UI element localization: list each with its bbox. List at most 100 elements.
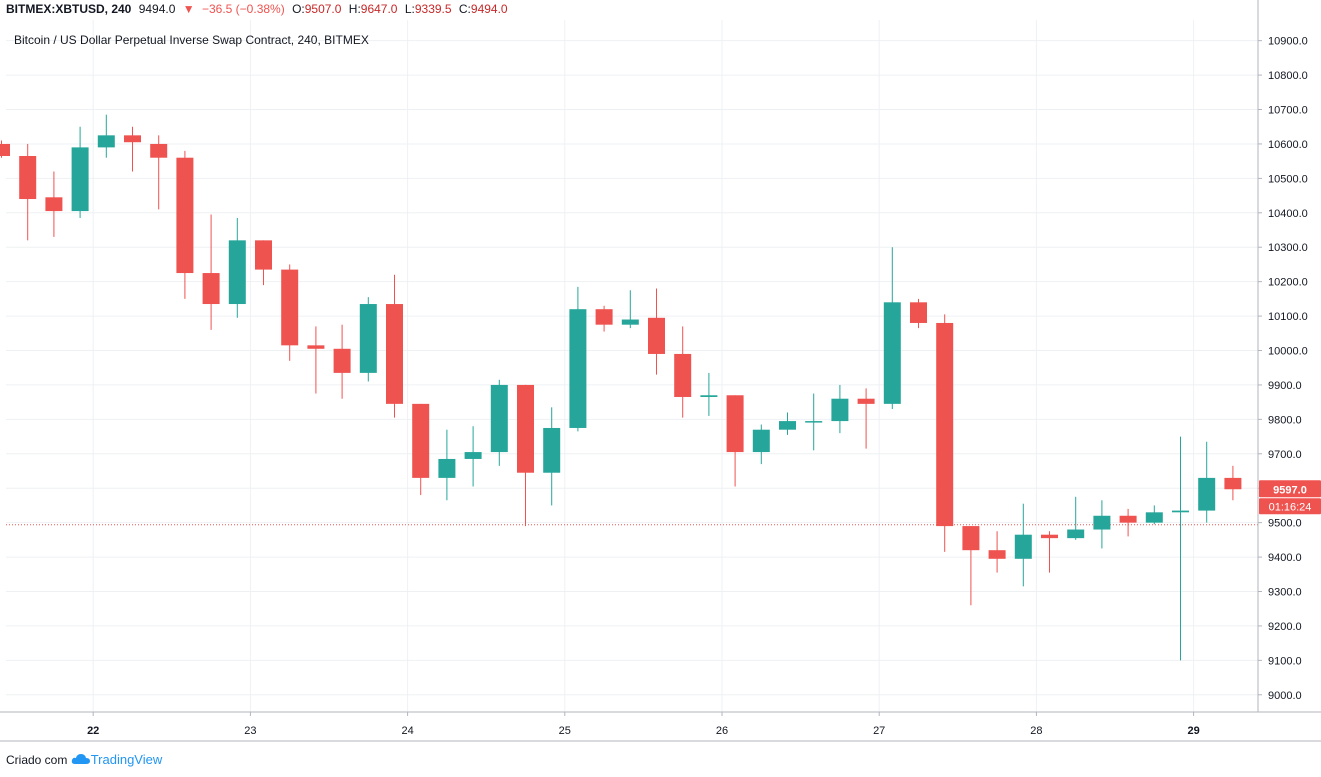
candle (71, 126, 89, 218)
candle-body (1119, 515, 1137, 523)
x-tick-label: 27 (873, 725, 885, 737)
candle-body (595, 309, 613, 325)
candle-body (45, 197, 63, 212)
criado-label: Criado com (6, 753, 68, 767)
candle (281, 264, 299, 361)
candle (569, 286, 587, 432)
x-tick-label: 23 (244, 725, 256, 737)
candle-body (1067, 529, 1085, 539)
candle (1145, 505, 1163, 525)
y-tick-label: 9000.0 (1268, 690, 1302, 702)
candle-body (464, 452, 482, 459)
candle-body (438, 458, 456, 478)
candle (726, 395, 744, 487)
candle (700, 372, 718, 416)
candle-body (779, 421, 796, 430)
y-tick-label: 9900.0 (1268, 380, 1302, 392)
candle-body (202, 273, 220, 305)
candle-body (543, 427, 561, 473)
grid-lines (6, 20, 1258, 712)
candle-body (621, 319, 639, 325)
candle-body (936, 322, 954, 527)
candle-body (19, 155, 37, 200)
candle (883, 247, 901, 410)
candle-body (333, 348, 351, 373)
candle (45, 171, 63, 237)
candle-body (517, 384, 534, 473)
candle-body (359, 304, 377, 373)
candle-body (176, 157, 194, 274)
candle-body (805, 421, 823, 423)
x-axis-ticks[interactable]: 22 23 24 25 26 27 28 29 (87, 712, 1200, 737)
symbol-label: BITMEX:XBTUSD, 240 (6, 2, 132, 16)
y-tick-label: 9500.0 (1268, 518, 1302, 530)
candle (307, 326, 325, 394)
candle (202, 214, 220, 330)
candle (752, 424, 770, 465)
candle (386, 274, 403, 418)
candle-body (281, 269, 299, 346)
y-tick-label: 9100.0 (1268, 655, 1302, 667)
open-label: O: (292, 2, 305, 16)
x-tick-label: 28 (1030, 725, 1042, 737)
ohlc-close: C:9494.0 (459, 2, 508, 16)
candle (150, 135, 168, 210)
footer-credit: Criado com TradingView (6, 752, 162, 768)
candle (962, 526, 980, 606)
candle (0, 140, 10, 158)
candle-body (752, 429, 770, 453)
candle (1172, 436, 1189, 661)
candle-body (1093, 515, 1111, 530)
close-label: C: (458, 2, 471, 16)
candle-body (883, 302, 901, 404)
current-price-label: 9597.0 (1273, 484, 1307, 496)
y-axis-ticks[interactable]: 9000.09100.09200.09300.09400.09500.09600… (1258, 36, 1308, 702)
high-label: H: (348, 2, 361, 16)
candle-body (910, 302, 927, 323)
candle-body (857, 398, 875, 404)
candle-body (307, 345, 325, 349)
x-tick-label: 29 (1187, 725, 1199, 737)
high-value: 9647.0 (360, 2, 398, 16)
tradingview-brand: TradingView (90, 752, 163, 767)
candle-body (648, 317, 665, 354)
candle (1067, 496, 1085, 540)
price-badges: 9597.0 01:16:24 (1259, 480, 1321, 515)
candle (831, 384, 849, 434)
candle-body (962, 526, 980, 551)
candle-body (988, 550, 1006, 559)
candle (674, 326, 692, 418)
candle (255, 240, 272, 286)
y-tick-label: 10000.0 (1268, 346, 1308, 358)
chart-title: Bitcoin / US Dollar Perpetual Inverse Sw… (14, 33, 369, 47)
y-tick-label: 10900.0 (1268, 36, 1308, 48)
y-tick-label: 10700.0 (1268, 105, 1308, 117)
candle-body (386, 304, 403, 404)
y-tick-label: 10800.0 (1268, 70, 1308, 82)
candle (1041, 531, 1058, 573)
candle-body (700, 395, 718, 397)
current-price-badge (1259, 480, 1321, 498)
candle (779, 412, 796, 435)
candle-body (1198, 477, 1216, 511)
axes (0, 0, 1321, 742)
candle (1198, 441, 1216, 523)
tradingview-logo-icon[interactable]: TradingView (71, 752, 163, 767)
low-label: L: (404, 2, 415, 16)
candle-body (97, 135, 115, 148)
y-tick-label: 9300.0 (1268, 587, 1302, 599)
ohlc-low: L:9339.5 (405, 2, 452, 16)
x-tick-label: 26 (716, 725, 728, 737)
candle (412, 403, 430, 496)
y-tick-label: 9200.0 (1268, 621, 1302, 633)
candle (936, 314, 954, 552)
y-tick-label: 10100.0 (1268, 311, 1308, 323)
candle-body (412, 403, 430, 478)
candle (124, 126, 141, 172)
candle (910, 298, 927, 329)
candle-body (71, 147, 89, 212)
candle (648, 288, 665, 375)
ohlc-high: H:9647.0 (349, 2, 398, 16)
y-tick-label: 10600.0 (1268, 139, 1308, 151)
